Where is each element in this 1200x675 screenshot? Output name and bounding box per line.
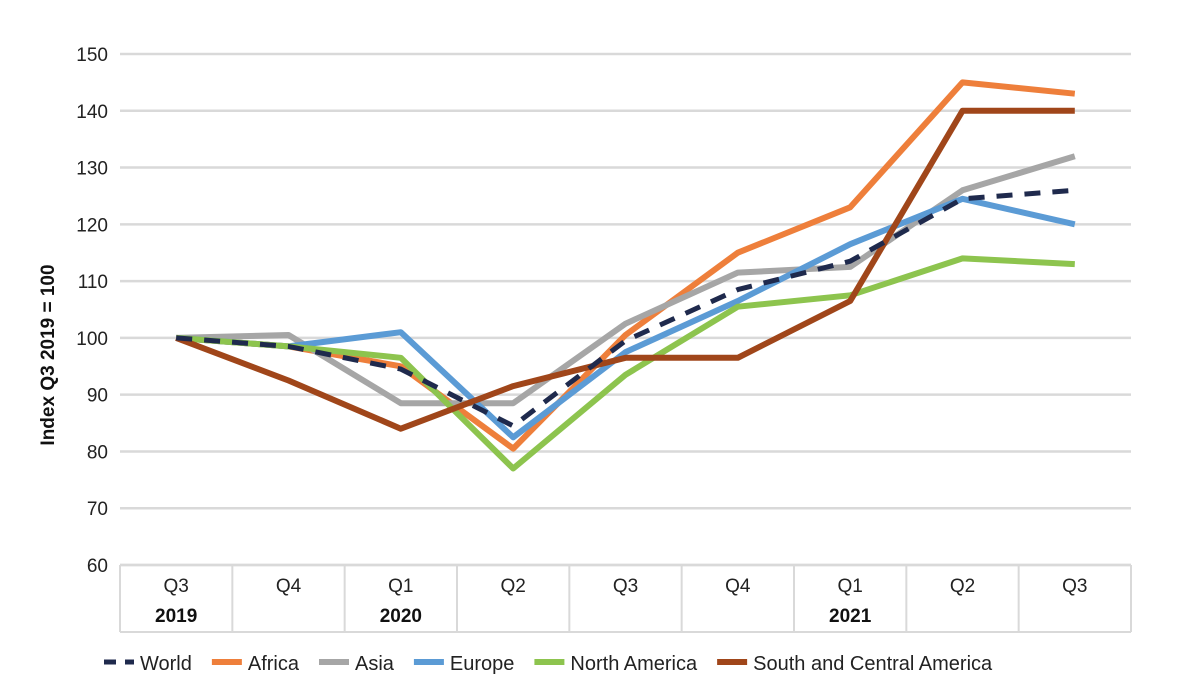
legend-label-asia: Asia <box>355 653 395 675</box>
legend-label-europe: Europe <box>450 653 515 675</box>
x-axis: Q3 Q4 Q1 Q2 Q3 Q4 Q1 Q2 Q3 2019 2020 2021 <box>119 563 1132 633</box>
series-line-europe <box>175 195 1076 441</box>
x-tick-label: Q4 <box>725 576 751 597</box>
y-tick-label: 150 <box>76 45 108 66</box>
legend-label-north-america: North America <box>570 653 698 675</box>
y-tick-label: 130 <box>76 159 108 180</box>
x-tick-label: Q2 <box>950 576 975 597</box>
x-tick-label: Q4 <box>276 576 302 597</box>
x-tick-label: Q1 <box>388 576 413 597</box>
y-tick-label: 100 <box>76 329 108 350</box>
series-line-north-america <box>175 255 1075 472</box>
series-line-world <box>176 187 1075 429</box>
x-tick-label: Q3 <box>613 576 638 597</box>
y-tick-label: 70 <box>87 499 108 520</box>
x-year-label: 2019 <box>155 606 197 627</box>
legend-label-south-and-central-america: South and Central America <box>753 653 993 675</box>
x-year-label: 2020 <box>380 606 422 627</box>
x-year-label: 2021 <box>829 606 872 627</box>
legend-label-africa: Africa <box>248 653 300 675</box>
series-lines <box>175 79 1076 472</box>
legend-label-world: World <box>140 653 192 675</box>
y-tick-label: 120 <box>76 215 108 236</box>
y-axis-label: Index Q3 2019 = 100 <box>38 264 59 445</box>
y-tick-label: 140 <box>76 102 108 123</box>
series-line-asia <box>176 153 1076 407</box>
y-axis-ticks: 60 70 80 90 100 110 120 130 140 150 <box>76 45 108 577</box>
legend: World Africa Asia Europe North America South … <box>104 653 993 675</box>
y-tick-label: 80 <box>87 442 108 463</box>
y-tick-label: 60 <box>87 556 108 577</box>
gridlines <box>120 52 1131 567</box>
x-tick-label: Q3 <box>163 576 188 597</box>
x-tick-label: Q3 <box>1062 576 1087 597</box>
x-tick-label: Q1 <box>837 576 862 597</box>
y-tick-label: 110 <box>78 272 108 293</box>
y-tick-label: 90 <box>87 386 108 407</box>
series-line-south-and-central-america <box>175 107 1075 432</box>
x-tick-label: Q2 <box>500 576 525 597</box>
